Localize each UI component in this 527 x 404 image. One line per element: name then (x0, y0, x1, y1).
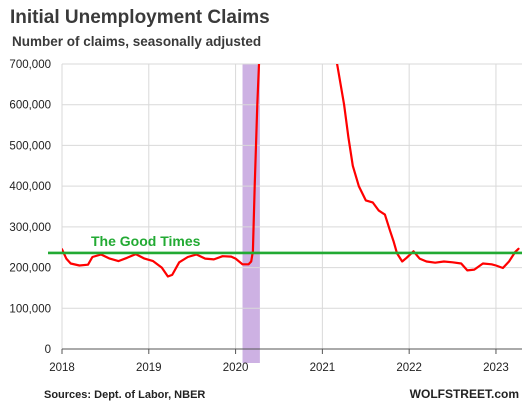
y-tick-label: 200,000 (9, 263, 51, 275)
chart-title: Initial Unemployment Claims (10, 7, 270, 28)
x-tick-label: 2021 (310, 362, 336, 374)
claims-line-segment-1 (62, 64, 261, 278)
chart-subtitle: Number of claims, seasonally adjusted (12, 34, 261, 49)
plot-area: 0 100,000 200,000 300,000 400,000 500,000 600,… (9, 59, 522, 374)
x-tick-label: 2019 (136, 362, 162, 374)
x-tick-label: 2023 (483, 362, 509, 374)
x-tick-label: 2022 (396, 362, 422, 374)
brand-mark: WOLFSTREET.com (410, 387, 519, 401)
y-tick-label: 500,000 (9, 140, 51, 152)
claims-line-segment-2 (335, 64, 520, 272)
y-tick-label: 100,000 (9, 303, 51, 315)
x-tick-label: 2020 (223, 362, 249, 374)
series-group (62, 64, 520, 278)
y-tick-label: 300,000 (9, 222, 51, 234)
y-tick-label: 0 (45, 344, 51, 356)
y-tick-label: 700,000 (9, 59, 51, 71)
y-tick-label: 400,000 (9, 181, 51, 193)
source-note: Sources: Dept. of Labor, NBER (44, 389, 205, 401)
good-times-label: The Good Times (91, 233, 201, 249)
x-tick-label: 2018 (49, 362, 75, 374)
y-tick-label: 600,000 (9, 100, 51, 112)
